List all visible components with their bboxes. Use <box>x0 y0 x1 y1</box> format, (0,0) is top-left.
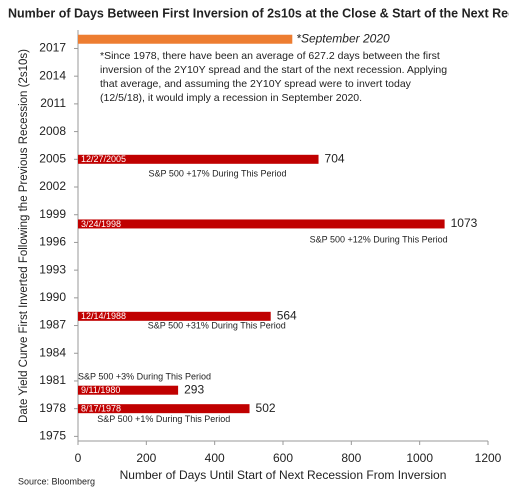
bar <box>78 311 271 321</box>
bar-note: S&P 500 +31% During This Period <box>148 321 286 331</box>
y-axis-title: Date Yield Curve First Inverted Followin… <box>18 49 30 423</box>
y-tick-label: 1996 <box>39 235 66 249</box>
source: Source: Bloomberg <box>18 476 95 486</box>
y-tick-label: 2008 <box>39 124 66 138</box>
value-label: 502 <box>256 401 276 415</box>
annotation-line: inversion of the 2Y10Y spread and the st… <box>100 64 447 76</box>
bar-note: S&P 500 +12% During This Period <box>310 234 448 244</box>
annotation-line: (12/5/18), it would imply a recession in… <box>100 92 362 104</box>
chart-title: Number of Days Between First Inversion o… <box>8 6 509 20</box>
bar-date-label: 9/11/1980 <box>81 385 120 395</box>
y-tick-label: 1978 <box>39 401 66 415</box>
bar <box>78 404 250 414</box>
bar-date-label: 3/24/1998 <box>81 219 121 229</box>
x-tick-label: 400 <box>205 451 225 465</box>
y-tick-label: 2005 <box>39 151 66 165</box>
y-tick-label: 1984 <box>39 345 66 359</box>
y-tick-label: 2017 <box>39 41 66 55</box>
bar-note: S&P 500 +17% During This Period <box>149 169 287 179</box>
bar <box>78 219 445 229</box>
y-tick-label: 1993 <box>39 262 66 276</box>
bar-date-label: 12/27/2005 <box>81 154 126 164</box>
x-tick-label: 200 <box>136 451 156 465</box>
bar <box>78 154 319 164</box>
value-label: 564 <box>277 308 297 322</box>
y-tick-label: 2002 <box>39 179 66 193</box>
bar-note: S&P 500 +3% During This Period <box>78 372 211 382</box>
bar <box>78 34 293 44</box>
bar <box>78 385 179 395</box>
bar-date-label: 12/14/1988 <box>81 311 126 321</box>
x-axis-title: Number of Days Until Start of Next Reces… <box>120 468 447 482</box>
value-label: 1073 <box>451 216 478 230</box>
bar-end-label: *September 2020 <box>296 31 390 45</box>
y-tick-label: 1981 <box>39 373 66 387</box>
value-label: 704 <box>325 151 345 165</box>
y-tick-label: 1999 <box>39 207 66 221</box>
y-tick-label: 1987 <box>39 318 66 332</box>
x-tick-label: 800 <box>341 451 361 465</box>
y-tick-label: 2011 <box>40 96 66 110</box>
value-label: 293 <box>184 382 204 396</box>
bar-date-label: 8/17/1978 <box>81 404 121 414</box>
bar-note: S&P 500 +1% During This Period <box>97 414 230 424</box>
annotation-line: *Since 1978, there have been an average … <box>100 50 440 62</box>
y-tick-label: 2014 <box>39 68 66 82</box>
x-tick-label: 600 <box>273 451 293 465</box>
annotation-line: that average, and assuming the 2Y10Y spr… <box>100 78 412 90</box>
x-tick-label: 1000 <box>406 451 433 465</box>
x-tick-label: 1200 <box>475 451 502 465</box>
y-tick-label: 1975 <box>39 429 66 443</box>
y-tick-label: 1990 <box>39 290 66 304</box>
x-tick-label: 0 <box>75 451 82 465</box>
